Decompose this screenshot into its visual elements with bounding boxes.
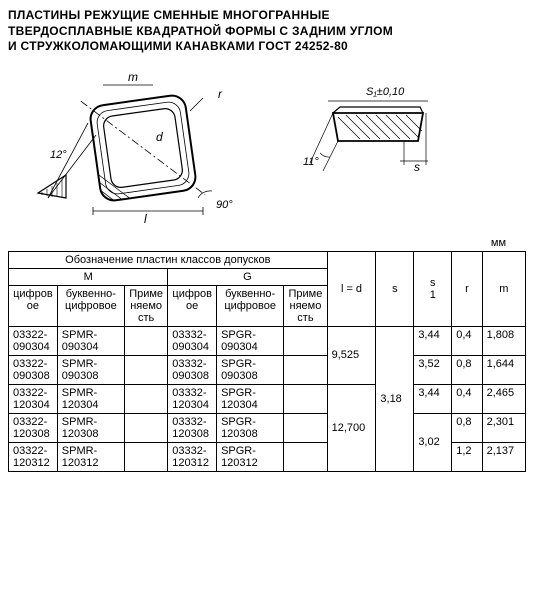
cell: 03322-120308 (9, 413, 58, 442)
cell: 03322-090304 (9, 326, 58, 355)
cell: 3,44 (414, 384, 452, 413)
cell: SPGR-090308 (217, 355, 284, 384)
cell: SPMR-090308 (57, 355, 124, 384)
cell (284, 355, 327, 384)
title-line-3: И СТРУЖКОЛОМАЮЩИМИ КАНАВКАМИ ГОСТ 24252-… (8, 39, 526, 55)
cell (284, 413, 327, 442)
cell: 2,137 (482, 442, 525, 471)
cell: 1,808 (482, 326, 525, 355)
cell: 12,700 (327, 384, 376, 471)
dim-r-label: r (218, 87, 223, 101)
cell (284, 442, 327, 471)
header-s: s (376, 251, 414, 326)
dim-m-label: m (128, 70, 138, 84)
cell: SPGR-120304 (217, 384, 284, 413)
cell: 3,02 (414, 413, 452, 471)
cell (124, 442, 167, 471)
angle-11-label: 11° (303, 156, 319, 168)
angle-12-label: 12° (50, 149, 67, 161)
cell: 3,44 (414, 326, 452, 355)
cell: 0,4 (452, 384, 482, 413)
cell: 1,644 (482, 355, 525, 384)
cell (124, 355, 167, 384)
table-row: 03322-120304 SPMR-120304 03332-120304 SP… (9, 384, 526, 413)
dim-s-label: s (414, 160, 420, 174)
header-class-g: G (168, 268, 327, 285)
table-row: 03322-090308 SPMR-090308 03332-090308 SP… (9, 355, 526, 384)
cell: 03332-120308 (168, 413, 217, 442)
cell: 9,525 (327, 326, 376, 384)
header-r: r (452, 251, 482, 326)
cell: SPMR-120308 (57, 413, 124, 442)
cell: 03322-120304 (9, 384, 58, 413)
document-title: ПЛАСТИНЫ РЕЖУЩИЕ СМЕННЫЕ МНОГОГРАННЫЕ ТВ… (8, 8, 526, 55)
cell: 03322-120312 (9, 442, 58, 471)
cell: SPGR-120308 (217, 413, 284, 442)
title-line-1: ПЛАСТИНЫ РЕЖУЩИЕ СМЕННЫЕ МНОГОГРАННЫЕ (8, 8, 526, 24)
header-m-digit: цифровое (9, 285, 58, 326)
dim-l-label: l (144, 212, 147, 226)
header-g-applic: Применяемость (284, 285, 327, 326)
cell (124, 384, 167, 413)
table-row: 03322-090304 SPMR-090304 03332-090304 SP… (9, 326, 526, 355)
cell: 1,2 (452, 442, 482, 471)
header-m-alpha: буквенно-цифровое (57, 285, 124, 326)
header-m: m (482, 251, 525, 326)
header-g-alpha: буквенно-цифровое (217, 285, 284, 326)
cell: 0,8 (452, 413, 482, 442)
cell: SPMR-120312 (57, 442, 124, 471)
cell: 03332-090308 (168, 355, 217, 384)
cell: 3,18 (376, 326, 414, 471)
cell: SPMR-090304 (57, 326, 124, 355)
header-main: Обозначение пластин классов допусков (9, 251, 328, 268)
table-row: 03322-120308 SPMR-120308 03332-120308 SP… (9, 413, 526, 442)
cell: 2,301 (482, 413, 525, 442)
cell: SPGR-090304 (217, 326, 284, 355)
header-s1: s1 (414, 251, 452, 326)
angle-90-label: 90° (216, 199, 233, 211)
dim-s1-label: S₁±0,10 (366, 86, 405, 98)
cell (124, 413, 167, 442)
cell: 2,465 (482, 384, 525, 413)
cell: 3,52 (414, 355, 452, 384)
unit-label: мм (8, 237, 526, 249)
cell: 0,4 (452, 326, 482, 355)
cell: 03332-120304 (168, 384, 217, 413)
technical-diagram: d m r l 90° 12° (8, 63, 526, 233)
header-class-m: M (9, 268, 168, 285)
cell: 03322-090308 (9, 355, 58, 384)
cell: SPMR-120304 (57, 384, 124, 413)
dim-d-label: d (156, 130, 163, 144)
spec-table: Обозначение пластин классов допусков l =… (8, 251, 526, 472)
title-line-2: ТВЕРДОСПЛАВНЫЕ КВАДРАТНОЙ ФОРМЫ С ЗАДНИМ… (8, 24, 526, 40)
cell (284, 326, 327, 355)
table-body: 03322-090304 SPMR-090304 03332-090304 SP… (9, 326, 526, 471)
header-m-applic: Применяемость (124, 285, 167, 326)
diagram-svg: d m r l 90° 12° (8, 63, 526, 233)
header-ld: l = d (327, 251, 376, 326)
cell: 03332-090304 (168, 326, 217, 355)
cell: 0,8 (452, 355, 482, 384)
cell (124, 326, 167, 355)
cell (284, 384, 327, 413)
header-g-digit: цифровое (168, 285, 217, 326)
cell: 03332-120312 (168, 442, 217, 471)
cell: SPGR-120312 (217, 442, 284, 471)
